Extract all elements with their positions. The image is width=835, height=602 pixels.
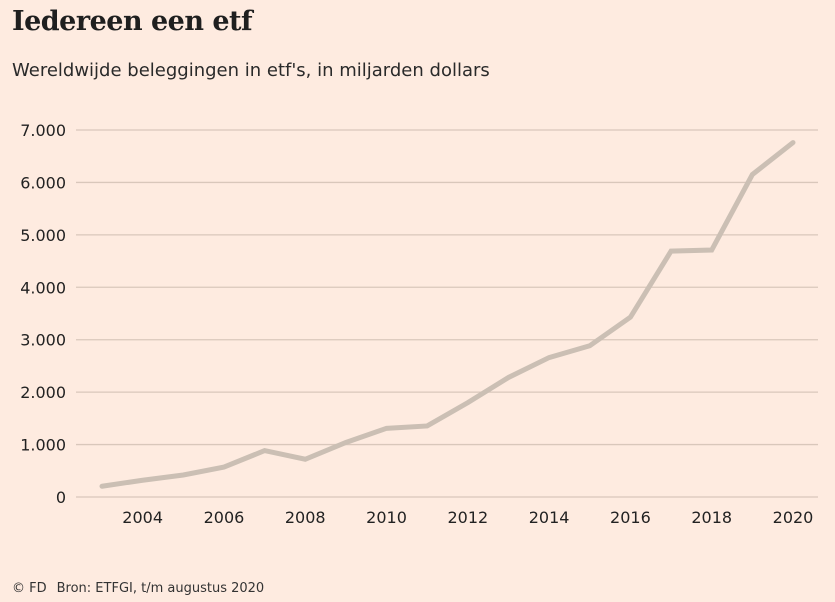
x-tick-label: 2006: [204, 508, 245, 527]
y-tick-label: 7.000: [20, 121, 66, 140]
y-tick-label: 1.000: [20, 436, 66, 455]
y-tick-label: 2.000: [20, 383, 66, 402]
chart-subtitle: Wereldwijde beleggingen in etf's, in mil…: [12, 60, 490, 81]
y-tick-label: 4.000: [20, 278, 66, 297]
chart-title: Iedereen een etf: [12, 6, 253, 37]
x-tick-label: 2012: [447, 508, 488, 527]
credit: © FD: [12, 581, 47, 596]
source-note: Bron: ETFGI, t/m augustus 2020: [56, 581, 265, 596]
footer: © FD Bron: ETFGI, t/m augustus 2020: [12, 581, 274, 596]
y-tick-label: 0: [56, 488, 66, 507]
x-tick-label: 2014: [529, 508, 570, 527]
x-tick-label: 2018: [691, 508, 732, 527]
y-tick-label: 3.000: [20, 331, 66, 350]
data-line: [99, 140, 796, 489]
x-tick-label: 2016: [610, 508, 651, 527]
x-tick-label: 2004: [122, 508, 163, 527]
y-tick-label: 5.000: [20, 226, 66, 245]
x-tick-label: 2008: [285, 508, 326, 527]
x-tick-label: 2020: [773, 508, 814, 527]
x-tick-label: 2010: [366, 508, 407, 527]
y-tick-label: 6.000: [20, 173, 66, 192]
